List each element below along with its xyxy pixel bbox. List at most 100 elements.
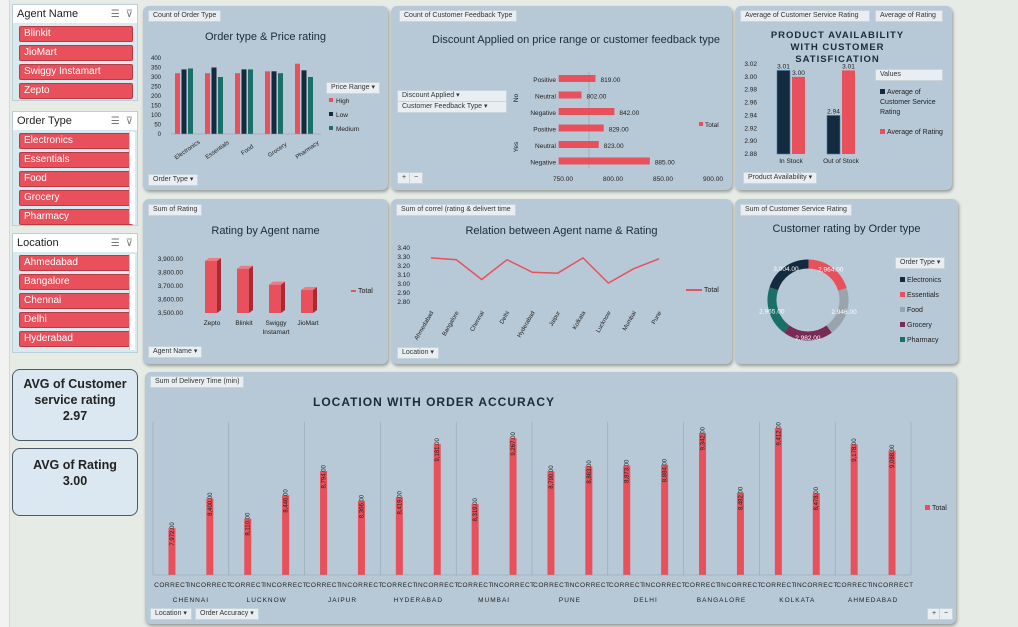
- clear-filter-icon[interactable]: ⊽: [125, 115, 133, 127]
- bar-delhi-incorrect: [661, 464, 669, 575]
- data-label: 8,794.00: [322, 464, 328, 488]
- axis-filter-button[interactable]: Agent Name: [148, 346, 203, 358]
- legend-filter-button[interactable]: Order Type: [895, 257, 946, 269]
- bar-jaipur-incorrect: [357, 500, 365, 575]
- chart-order-type-price-rating: Count of Order Type Order type & Price r…: [143, 6, 388, 190]
- legend-filter-button[interactable]: Price Range: [326, 82, 380, 94]
- x-tick-label: Hyderabad: [517, 311, 537, 339]
- field-button-value[interactable]: Sum of Rating: [148, 204, 203, 216]
- y-tick-label: Negative: [530, 160, 556, 167]
- bar-side: [313, 287, 317, 313]
- legend-swatch: [329, 98, 333, 102]
- legend-item-food: Food: [900, 303, 941, 318]
- slicer-item-bangalore[interactable]: Bangalore: [19, 274, 133, 290]
- slicer-item-grocery[interactable]: Grocery: [19, 190, 133, 206]
- bar-side: [249, 265, 253, 313]
- field-button-value[interactable]: Count of Customer Feedback Type: [399, 10, 518, 22]
- slicer-item-hyderabad[interactable]: Hyderabad: [19, 331, 133, 347]
- axis-filter-button[interactable]: Order Type: [148, 174, 199, 186]
- data-label: 802.00: [586, 94, 606, 101]
- field-button-value[interactable]: Count of Order Type: [148, 10, 222, 22]
- bar-medium-essentials: [218, 77, 223, 134]
- bar-pune-correct: [547, 471, 555, 575]
- x-tick-label: Out of Stock: [823, 158, 860, 165]
- axis-filter-button[interactable]: Product Availability: [743, 172, 818, 184]
- collapse-button[interactable]: −: [939, 608, 954, 620]
- x-tick-label: CORRECT: [685, 582, 721, 589]
- legend-item-pharmacy: Pharmacy: [900, 333, 941, 348]
- y-tick-label: 2.88: [744, 151, 757, 158]
- field-button-value[interactable]: Sum of correl (rating & delivert time: [396, 204, 516, 216]
- data-label: 829.00: [609, 127, 629, 134]
- slicer-item-chennai[interactable]: Chennai: [19, 293, 133, 309]
- clear-filter-icon[interactable]: ⊽: [125, 8, 133, 20]
- slicer-scrollbar[interactable]: [129, 254, 135, 350]
- slicer-header: Order Type ☰ ⊽: [13, 112, 137, 130]
- bar-bangalore-incorrect: [736, 492, 744, 575]
- bar-top: [205, 258, 221, 262]
- slicer-item-food[interactable]: Food: [19, 171, 133, 187]
- multi-select-icon[interactable]: ☰: [110, 237, 120, 249]
- donut-slice-essentials: [808, 259, 847, 291]
- axis-filter-button[interactable]: Location: [397, 347, 439, 359]
- donut-slice-food: [826, 287, 849, 333]
- legend-swatch: [925, 505, 930, 510]
- legend-swatch: [351, 290, 356, 293]
- bar-top: [237, 265, 253, 269]
- slicer-item-zepto[interactable]: Zepto: [19, 83, 133, 99]
- y-tick-label: Positive: [533, 77, 556, 84]
- bar-no-neutral: [558, 91, 582, 99]
- clear-filter-icon[interactable]: ⊽: [125, 237, 133, 249]
- field-button-value[interactable]: Sum of Delivery Time (min): [150, 376, 245, 388]
- y-tick-label: 3,800.00: [158, 270, 184, 277]
- group-label-hyderabad: HYDERABAD: [394, 597, 443, 604]
- bar-low-food: [241, 69, 247, 134]
- kpi-value: 3.00: [62, 474, 88, 488]
- chart-plot: Positive 819.00 Neutral 802.00 Negative 842.0…: [513, 72, 723, 183]
- bar-lucknow-incorrect: [282, 495, 290, 575]
- slicer-item-electronics[interactable]: Electronics: [19, 133, 133, 149]
- data-label: 823.00: [604, 143, 624, 150]
- legend-label: Electronics: [907, 277, 942, 284]
- row-filter-feedback-type[interactable]: Customer Feedback Type: [397, 101, 507, 113]
- slicer-item-jiomart[interactable]: JioMart: [19, 45, 133, 61]
- field-button-csr[interactable]: Average of Customer Service Rating: [740, 10, 870, 22]
- chart-title: PRODUCT AVAILABILITY WITH CUSTOMER SATIS…: [770, 30, 905, 65]
- y-tick-label: 3.40: [397, 245, 410, 252]
- x-tick-label: INCORRECT: [340, 582, 383, 589]
- slicer-item-pharmacy[interactable]: Pharmacy: [19, 209, 133, 225]
- x-tick-label: Swiggy: [266, 320, 288, 327]
- y-tick-label: Negative: [530, 110, 556, 117]
- bar-high-electronics: [175, 73, 180, 134]
- slicer-item-delhi[interactable]: Delhi: [19, 312, 133, 328]
- x-tick-label: INCORRECT: [416, 582, 459, 589]
- x-tick-label: Lucknow: [596, 310, 613, 334]
- data-label: 8,478.00: [814, 486, 820, 510]
- collapse-button[interactable]: −: [409, 172, 424, 184]
- slicer-item-swiggy-instamart[interactable]: Swiggy Instamart: [19, 64, 133, 80]
- x-tick-label: CORRECT: [609, 582, 645, 589]
- multi-select-icon[interactable]: ☰: [110, 8, 120, 20]
- bar-swiggy-instamart: [269, 284, 281, 313]
- slicer-item-ahmedabad[interactable]: Ahmedabad: [19, 255, 133, 271]
- axis-filter-order-accuracy[interactable]: Order Accuracy: [195, 608, 259, 620]
- slicer-item-blinkit[interactable]: Blinkit: [19, 26, 133, 42]
- field-button-value[interactable]: Sum of Customer Service Rating: [740, 204, 852, 216]
- bar-medium-electronics: [188, 68, 193, 134]
- y-tick-label: 3.10: [397, 272, 410, 279]
- legend-item-total: Total: [351, 288, 373, 295]
- data-label: 2,982.00: [795, 335, 821, 342]
- field-button-rating[interactable]: Average of Rating: [875, 10, 943, 22]
- values-button[interactable]: Values: [875, 69, 943, 81]
- x-tick-label: CORRECT: [382, 582, 418, 589]
- axis-filter-location[interactable]: Location: [150, 608, 192, 620]
- expand-button[interactable]: +: [397, 172, 412, 184]
- bar-in-stock-1: [792, 76, 805, 154]
- x-tick-label: INCORRECT: [567, 582, 610, 589]
- x-tick-label: CORRECT: [306, 582, 342, 589]
- y-tick-label: 300: [151, 75, 162, 81]
- slicer-item-essentials[interactable]: Essentials: [19, 152, 133, 168]
- slicer-scrollbar[interactable]: [129, 132, 135, 224]
- legend-item-grocery: Grocery: [900, 318, 941, 333]
- multi-select-icon[interactable]: ☰: [110, 115, 120, 127]
